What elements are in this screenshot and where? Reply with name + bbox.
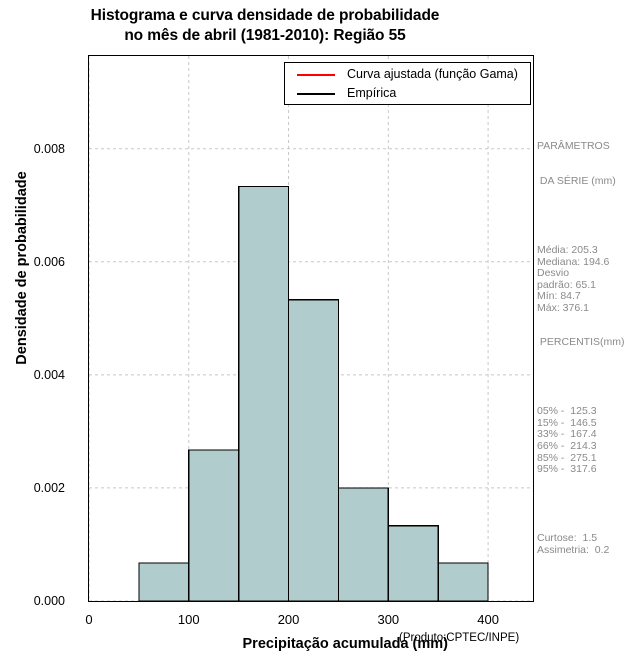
histogram-bar xyxy=(138,562,190,601)
chart-title-line2: no mês de abril (1981-2010): Região 55 xyxy=(124,27,406,44)
legend-label-empirical: Empírica xyxy=(347,86,397,100)
plot-area xyxy=(88,55,534,602)
y-tick-label: 0.006 xyxy=(33,254,65,269)
chart-title: Histograma e curva densidade de probabil… xyxy=(0,6,530,46)
statistics-row: Média: 205.3 xyxy=(537,243,598,256)
x-axis-title: Precipitação acumulada (mm) xyxy=(242,636,449,652)
histogram-bar xyxy=(238,185,290,601)
statistics-row: Mín: 84.7 xyxy=(537,290,581,303)
x-tick-label: 300 xyxy=(377,612,400,627)
histogram-svg xyxy=(89,56,533,601)
histogram-bar xyxy=(287,299,340,601)
y-tick-label: 0.002 xyxy=(33,480,65,495)
statistics-row: Mediana: 194.6 xyxy=(537,255,610,268)
percentiles-spacer-top xyxy=(537,372,640,383)
statistics-spacer xyxy=(537,211,640,222)
x-tick-label: 100 xyxy=(177,612,200,627)
statistics-panel: PARÂMETROS DA SÉRIE (mm) Média: 205.3 Med… xyxy=(537,118,640,338)
percentile-row: 33% - 167.4 xyxy=(537,428,597,441)
histogram-bar xyxy=(437,562,489,601)
percentiles-heading: PERCENTIS(mm) xyxy=(537,336,625,349)
percentiles-spacer-bottom xyxy=(537,499,640,510)
legend-box: Curva ajustada (função Gama) Empírica xyxy=(284,62,531,105)
percentiles-rows: 05% - 125.3 15% - 146.5 33% - 167.4 66% - 2… xyxy=(537,406,640,476)
statistics-row: Desvio xyxy=(537,267,570,280)
percentile-row: 66% - 214.3 xyxy=(537,439,597,452)
percentile-row: 85% - 275.1 xyxy=(537,451,597,464)
statistics-rows: Média: 205.3 Mediana: 194.6 Desvio padrão: … xyxy=(537,243,640,315)
histogram-bar xyxy=(387,525,439,601)
legend-swatch-fitted xyxy=(297,74,335,76)
legend-label-fitted: Curva ajustada (função Gama) xyxy=(347,67,518,81)
statistics-row: padrão: 65.1 xyxy=(537,278,596,291)
statistics-heading-line1: PARÂMETROS xyxy=(537,140,610,153)
y-tick-label: 0.008 xyxy=(33,141,65,156)
x-axis-source-note: (Produto:CPTEC/INPE) xyxy=(399,632,520,644)
histogram-bar xyxy=(337,487,389,601)
percentile-row: 15% - 146.5 xyxy=(537,416,597,429)
y-tick-label: 0.004 xyxy=(33,367,65,382)
y-axis-title: Densidade de probabilidade xyxy=(14,171,30,365)
plot-inner xyxy=(89,56,533,601)
percentiles-panel: PERCENTIS(mm) 05% - 125.3 15% - 146.5 33% … xyxy=(537,314,640,579)
histogram-bar xyxy=(188,449,240,601)
chart-title-line1: Histograma e curva densidade de probabil… xyxy=(90,7,440,24)
percentile-extra-row: Assimetria: 0.2 xyxy=(537,543,610,556)
x-tick-label: 0 xyxy=(85,612,93,627)
statistics-row: Máx: 376.1 xyxy=(537,301,589,314)
percentile-extra-row: Curtose: 1.5 xyxy=(537,532,598,545)
x-tick-label: 200 xyxy=(277,612,300,627)
y-tick-label: 0.000 xyxy=(33,594,65,608)
percentile-row: 05% - 125.3 xyxy=(537,405,597,418)
percentile-row: 95% - 317.6 xyxy=(537,463,597,476)
y-axis-tick-labels: 0.000 0.002 0.004 0.006 0.008 xyxy=(0,0,82,660)
legend-swatch-empirical xyxy=(297,93,335,95)
x-tick-label: 400 xyxy=(477,612,499,627)
percentiles-extra-rows: Curtose: 1.5 Assimetria: 0.2 xyxy=(537,532,640,556)
statistics-heading-line2: DA SÉRIE (mm) xyxy=(537,174,616,187)
